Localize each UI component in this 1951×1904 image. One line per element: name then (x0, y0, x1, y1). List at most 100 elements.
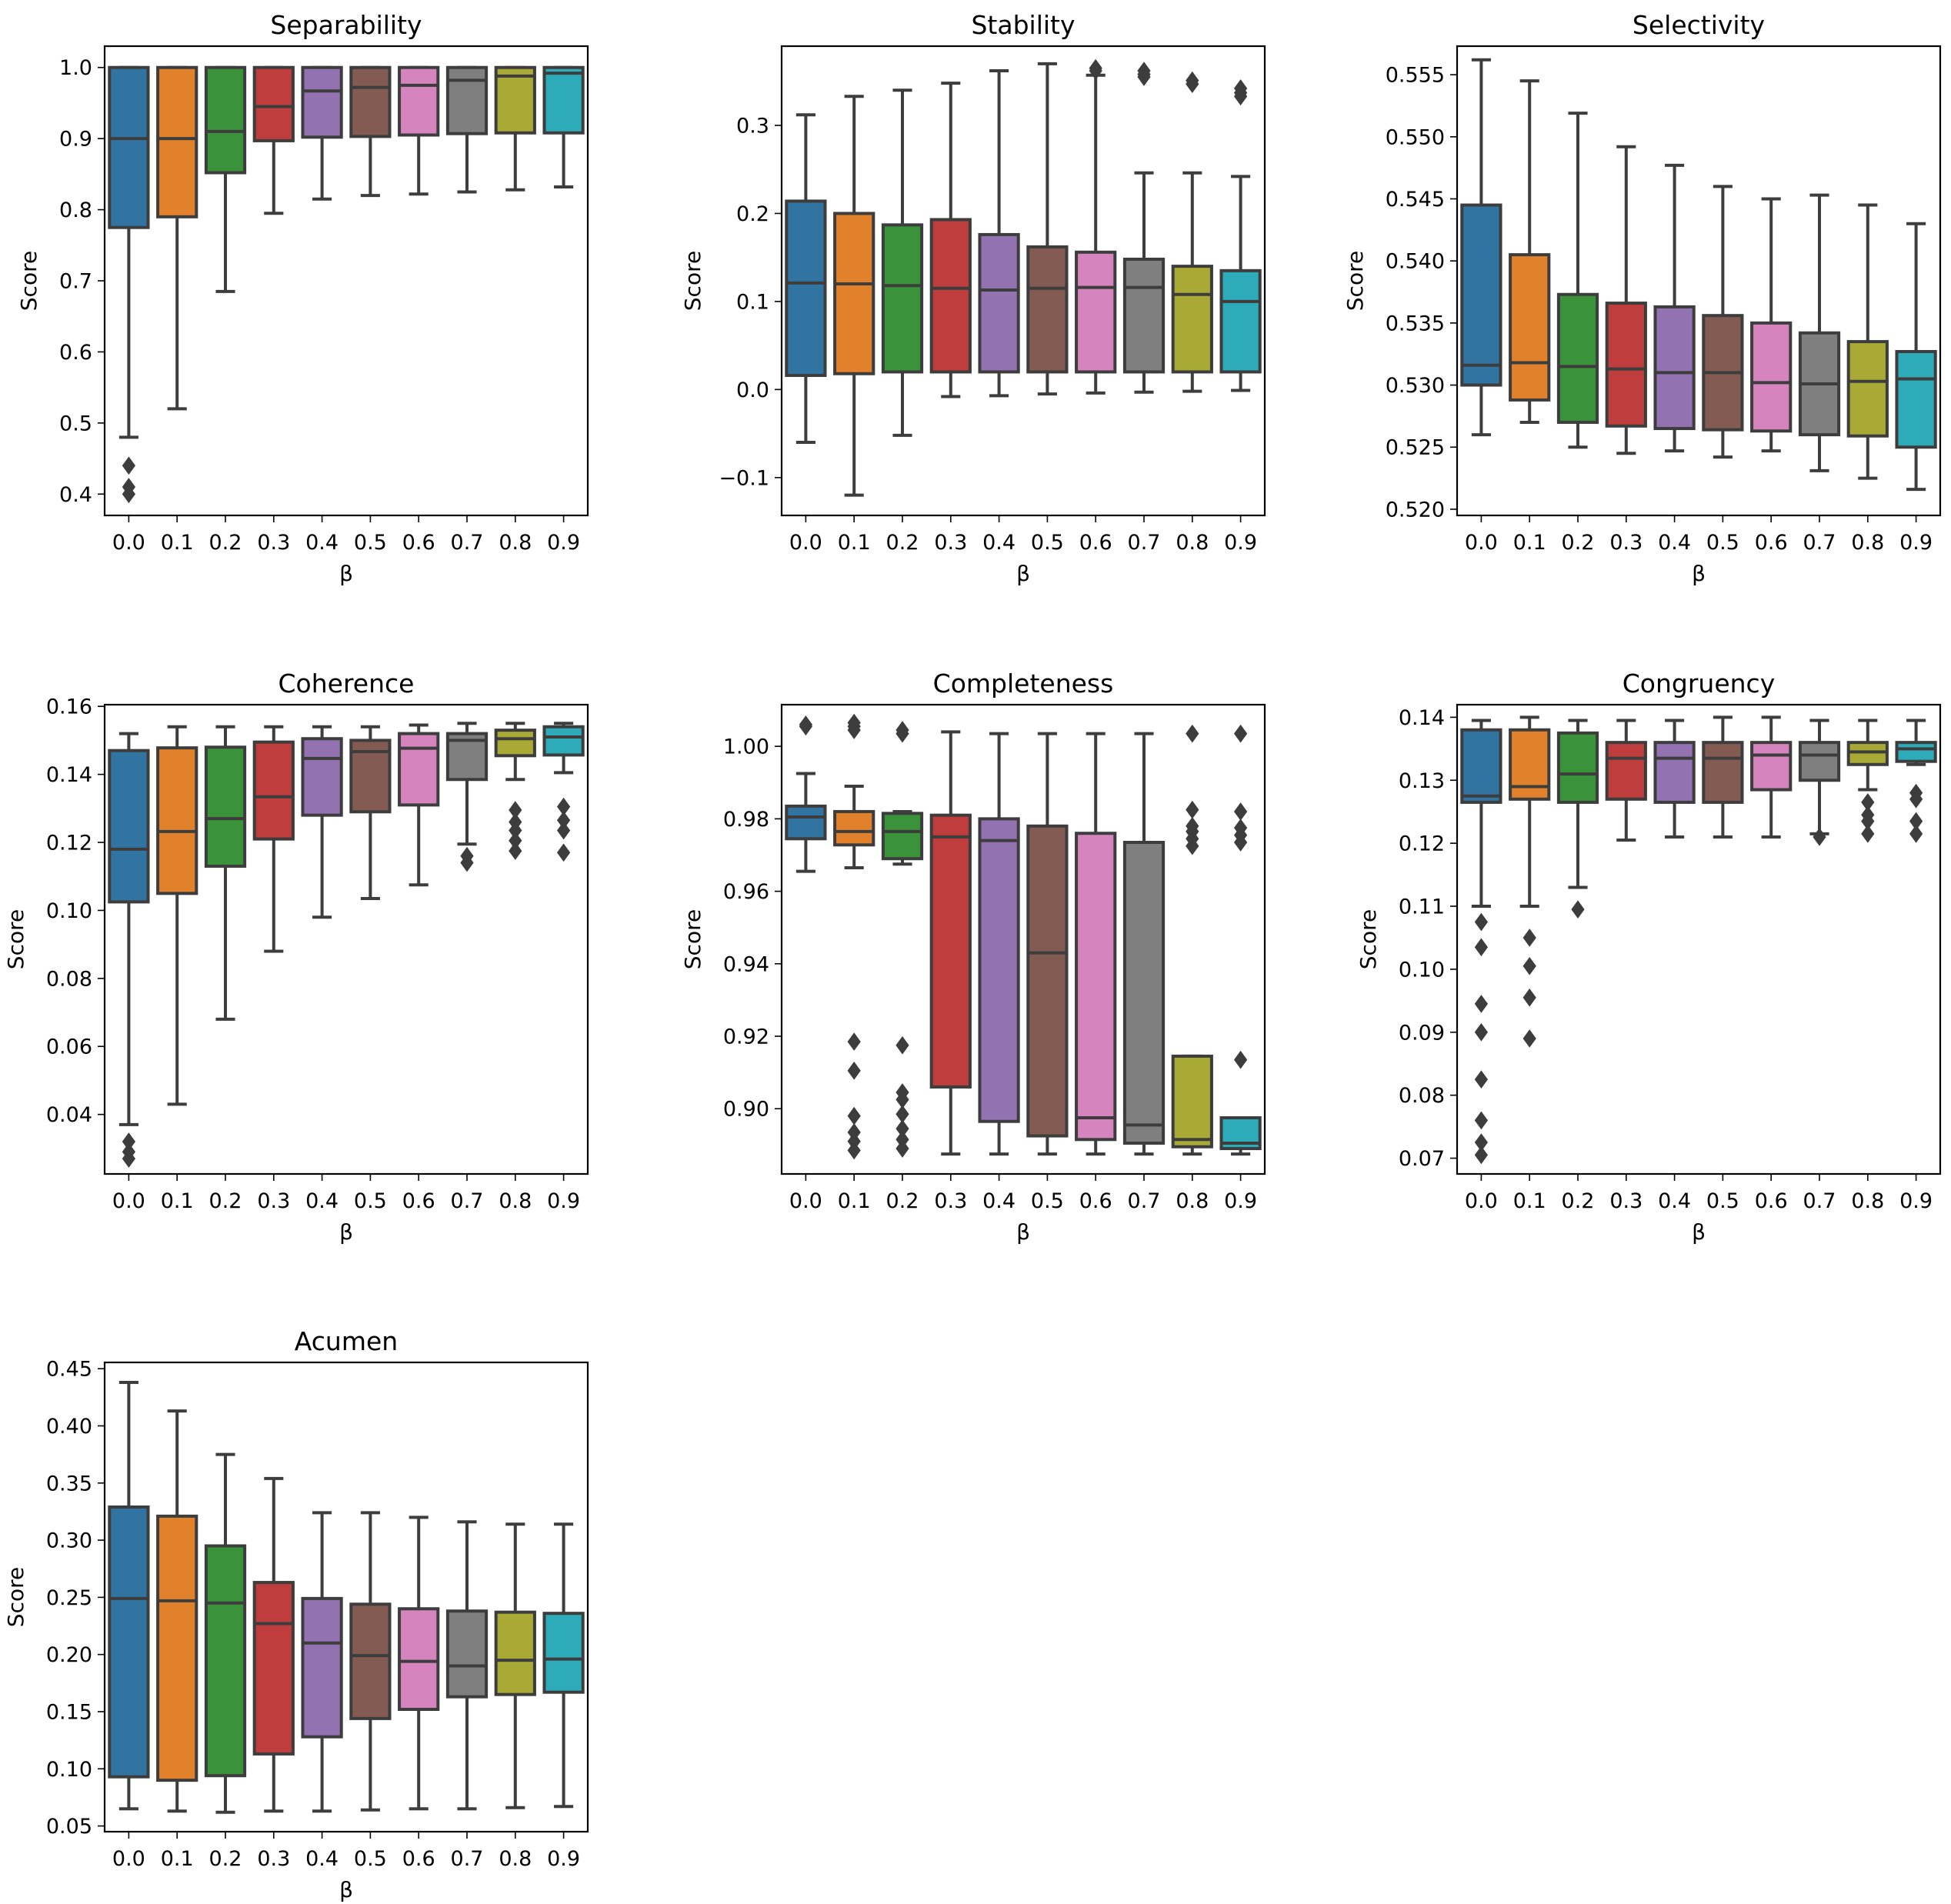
subplot-title: Selectivity (1633, 10, 1765, 40)
x-tick-label: 0.0 (789, 531, 822, 555)
y-axis-label: Score (1342, 251, 1368, 311)
x-tick-label: 0.7 (1803, 531, 1836, 555)
box-body (833, 809, 875, 847)
axes-frame (780, 703, 1266, 1175)
x-axis-label: β (1016, 561, 1030, 586)
box-0.6 (1075, 58, 1117, 395)
box-body (156, 746, 198, 895)
x-tick-label: 0.7 (1128, 1189, 1161, 1213)
box-body (1460, 203, 1502, 387)
axes-frame (1456, 45, 1942, 517)
box-0.3 (1605, 145, 1647, 455)
x-tick-label: 0.4 (982, 1189, 1016, 1213)
subplot-coherence: 0.04 0.06 0.08 0.10 0.12 0.14 0.16 0.0 0.1 0.2 0.3… (3, 669, 589, 1245)
box-body (1846, 340, 1889, 438)
y-tick-label: 0.14 (1399, 706, 1445, 730)
outlier-marker (509, 842, 522, 860)
box-body (398, 1607, 440, 1711)
box-0.4 (1653, 719, 1696, 839)
x-tick-label: 0.8 (499, 531, 532, 555)
box-0.9 (1895, 222, 1937, 492)
subplot-title: Completeness (933, 669, 1114, 699)
y-tick-label: 0.3 (736, 115, 769, 138)
box-body (1653, 305, 1696, 431)
y-tick-label: 0.92 (723, 1025, 769, 1049)
y-tick-label: 0.05 (46, 1815, 92, 1839)
subplot-separability: 0.4 0.5 0.6 0.7 0.8 0.9 1.0 0.0 0.1 0.2 0.3 0.4 0.5 0… (16, 10, 589, 586)
box-body (252, 740, 295, 841)
box-0.9 (1895, 719, 1937, 843)
box-body (494, 729, 536, 758)
x-axis-label: β (339, 561, 353, 586)
y-tick-label: 0.530 (1386, 374, 1445, 398)
x-tick-label: 0.5 (1706, 531, 1739, 555)
x-tick-label: 0.4 (1658, 531, 1691, 555)
x-tick-label: 0.6 (1755, 531, 1788, 555)
y-tick-label: 0.5 (59, 412, 92, 435)
box-body (252, 1581, 295, 1756)
x-tick-label: 0.4 (1658, 1189, 1691, 1213)
box-0.0 (108, 65, 150, 504)
y-tick-label: 0.06 (46, 1035, 92, 1059)
box-0.9 (542, 1522, 585, 1809)
box-0.4 (301, 1511, 343, 1813)
y-tick-label: 0.1 (736, 290, 769, 314)
outlier-marker (1186, 75, 1199, 94)
outlier-marker (1089, 62, 1102, 80)
box-0.5 (349, 725, 392, 900)
box-body (1846, 741, 1889, 766)
x-tick-label: 0.3 (934, 531, 967, 555)
outlier-marker (1233, 833, 1248, 852)
outlier-marker (1474, 938, 1489, 957)
outlier-marker (895, 1035, 909, 1055)
outlier-marker (1571, 900, 1585, 919)
subplot-congruency: 0.07 0.08 0.09 0.10 0.11 0.12 0.13 0.14 0.0 0.1 0.… (1356, 669, 1942, 1245)
box-0.5 (1702, 715, 1744, 839)
box-0.2 (881, 721, 924, 1158)
box-body (445, 65, 489, 135)
box-0.9 (1219, 724, 1262, 1156)
outlier-marker (1522, 1029, 1536, 1048)
box-0.3 (252, 725, 295, 953)
y-tick-label: 0.7 (59, 270, 92, 294)
outlier-marker (895, 724, 909, 743)
x-tick-label: 0.3 (257, 531, 290, 555)
y-tick-label: 0.10 (1399, 958, 1445, 982)
outlier-marker (556, 843, 571, 862)
x-tick-label: 0.0 (789, 1189, 822, 1213)
subplot-stability: −0.1 0.0 0.1 0.2 0.3 0.0 0.1 0.2 0.3 0.4 0.5 0.6 0.7… (680, 10, 1266, 586)
box-0.0 (108, 1381, 150, 1811)
subplot-selectivity: 0.520 0.525 0.530 0.535 0.540 0.545 0.550 0.555… (1342, 10, 1942, 586)
box-body (1750, 741, 1793, 792)
x-tick-label: 0.2 (209, 1847, 242, 1871)
box-body (301, 737, 343, 817)
axes-frame (103, 703, 589, 1175)
box-0.5 (349, 65, 392, 198)
y-axis-label: Score (680, 909, 705, 969)
x-tick-label: 0.8 (499, 1847, 532, 1871)
y-tick-label: 0.12 (46, 832, 92, 855)
y-tick-label: 0.15 (46, 1700, 92, 1724)
y-axis-label: Score (3, 1567, 28, 1627)
x-tick-label: 0.2 (209, 531, 242, 555)
x-tick-label: 0.7 (451, 1847, 484, 1871)
box-0.8 (494, 65, 536, 192)
outlier-marker (122, 485, 136, 504)
x-tick-label: 0.3 (257, 1847, 290, 1871)
box-body (301, 1596, 343, 1739)
y-tick-label: 0.13 (1399, 769, 1445, 793)
box-0.2 (1556, 112, 1599, 449)
x-tick-label: 0.5 (354, 1847, 387, 1871)
box-body (108, 65, 150, 229)
outlier-marker (1522, 988, 1536, 1007)
box-0.3 (252, 65, 295, 215)
box-0.0 (1460, 58, 1502, 437)
y-tick-label: 0.2 (736, 202, 769, 226)
box-body (156, 1514, 198, 1782)
box-0.9 (542, 722, 585, 862)
box-body (1750, 321, 1793, 433)
y-tick-label: 0.45 (46, 1358, 92, 1382)
box-0.5 (1026, 732, 1069, 1156)
y-tick-label: 0.07 (1399, 1147, 1445, 1171)
box-body (1556, 731, 1599, 804)
